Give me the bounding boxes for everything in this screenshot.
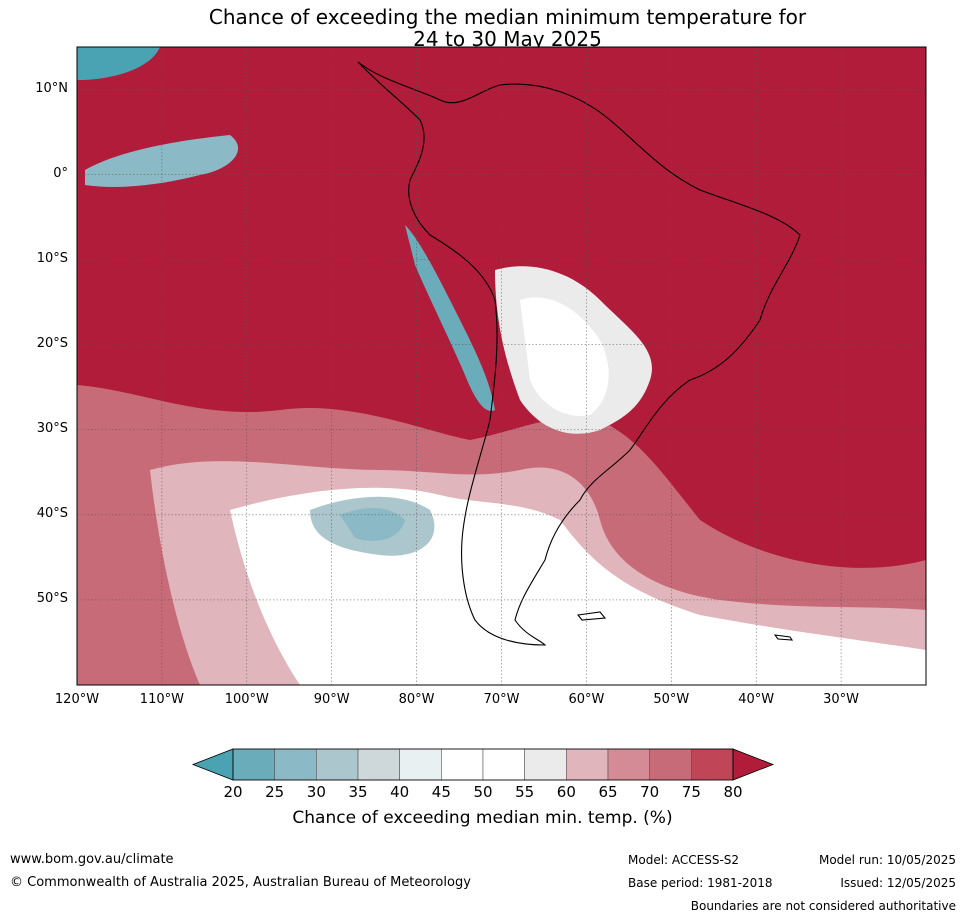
footer-disclaimer: Boundaries are not considered authoritat…: [690, 899, 956, 913]
colorbar-frame: [232, 748, 734, 781]
longitude-label: 80°W: [398, 692, 435, 707]
colorbar-swatch: [232, 748, 275, 781]
footer-base-period: Base period: 1981-2018: [628, 876, 773, 890]
longitude-label: 60°W: [568, 692, 605, 707]
colorbar-tick-label: 60: [556, 783, 576, 801]
latitude-label: 10°N: [35, 80, 68, 96]
colorbar-swatch: [649, 748, 692, 781]
latitude-label: 40°S: [36, 505, 68, 521]
andes-blue-strip: [405, 225, 495, 411]
south-georgia-island: [773, 634, 794, 641]
equatorial-blue-patch: [85, 135, 239, 187]
colorbar-swatch: [316, 748, 359, 781]
footer-model-run: Model run: 10/05/2025: [818, 853, 956, 867]
longitude-label: 30°W: [823, 692, 860, 707]
colorbar-swatch: [607, 748, 650, 781]
colorbar-tick-label: 65: [598, 783, 618, 801]
colorbar-tick-label: 45: [431, 783, 451, 801]
colorbar-tick-label: 40: [390, 783, 410, 801]
latitude-label: 50°S: [36, 590, 68, 606]
latitude-label: 0°: [53, 165, 68, 181]
colorbar-tick-label: 20: [223, 783, 243, 801]
footer-copyright: © Commonwealth of Australia 2025, Austra…: [10, 875, 471, 890]
footer-model: Model: ACCESS-S2: [628, 853, 740, 867]
colorbar-tick-label: 50: [473, 783, 493, 801]
longitude-label: 110°W: [139, 692, 184, 707]
colorbar-tick-label: 25: [265, 783, 285, 801]
nw-blue-patch: [77, 47, 160, 80]
graticule-lines: [76, 47, 926, 685]
colorbar-over-triangle: [732, 748, 775, 781]
longitude-label: 50°W: [653, 692, 690, 707]
colorbar-tick-label: 30: [306, 783, 326, 801]
longitude-label: 40°W: [738, 692, 775, 707]
footer-issued: Issued: 12/05/2025: [840, 876, 956, 890]
longitude-label: 120°W: [54, 692, 100, 707]
colorbar-swatch: [524, 748, 567, 781]
colorbar-swatch: [357, 748, 400, 781]
colorbar-swatch: [482, 748, 525, 781]
colorbar-tick-label: 70: [640, 783, 660, 801]
footer-website: www.bom.gov.au/climate: [10, 852, 174, 867]
map-frame: [76, 46, 927, 686]
longitude-label: 90°W: [313, 692, 350, 707]
map-title-line1: Chance of exceeding the median minimum t…: [208, 5, 807, 29]
colorbar-under-triangle: [191, 748, 234, 781]
colorbar: [191, 748, 775, 781]
colorbar-tick-label: 55: [515, 783, 535, 801]
longitude-label: 100°W: [224, 692, 269, 707]
colorbar-swatch: [441, 748, 484, 781]
colorbar-swatch: [274, 748, 317, 781]
latitude-label: 30°S: [36, 420, 68, 436]
colorbar-swatch: [566, 748, 609, 781]
map-title-line2: 24 to 30 May 2025: [413, 27, 602, 51]
longitude-label: 70°W: [483, 692, 520, 707]
colorbar-tick-label: 75: [681, 783, 701, 801]
colorbar-tick-label: 80: [723, 783, 743, 801]
falkland-islands: [576, 611, 607, 621]
latitude-label: 20°S: [36, 335, 68, 351]
colorbar-swatch: [399, 748, 442, 781]
colorbar-title: Chance of exceeding median min. temp. (%…: [292, 808, 673, 828]
southern-blue-patch-2: [340, 508, 405, 541]
colorbar-tick-label: 35: [348, 783, 368, 801]
latitude-label: 10°S: [36, 250, 68, 266]
colorbar-swatch: [691, 748, 734, 781]
